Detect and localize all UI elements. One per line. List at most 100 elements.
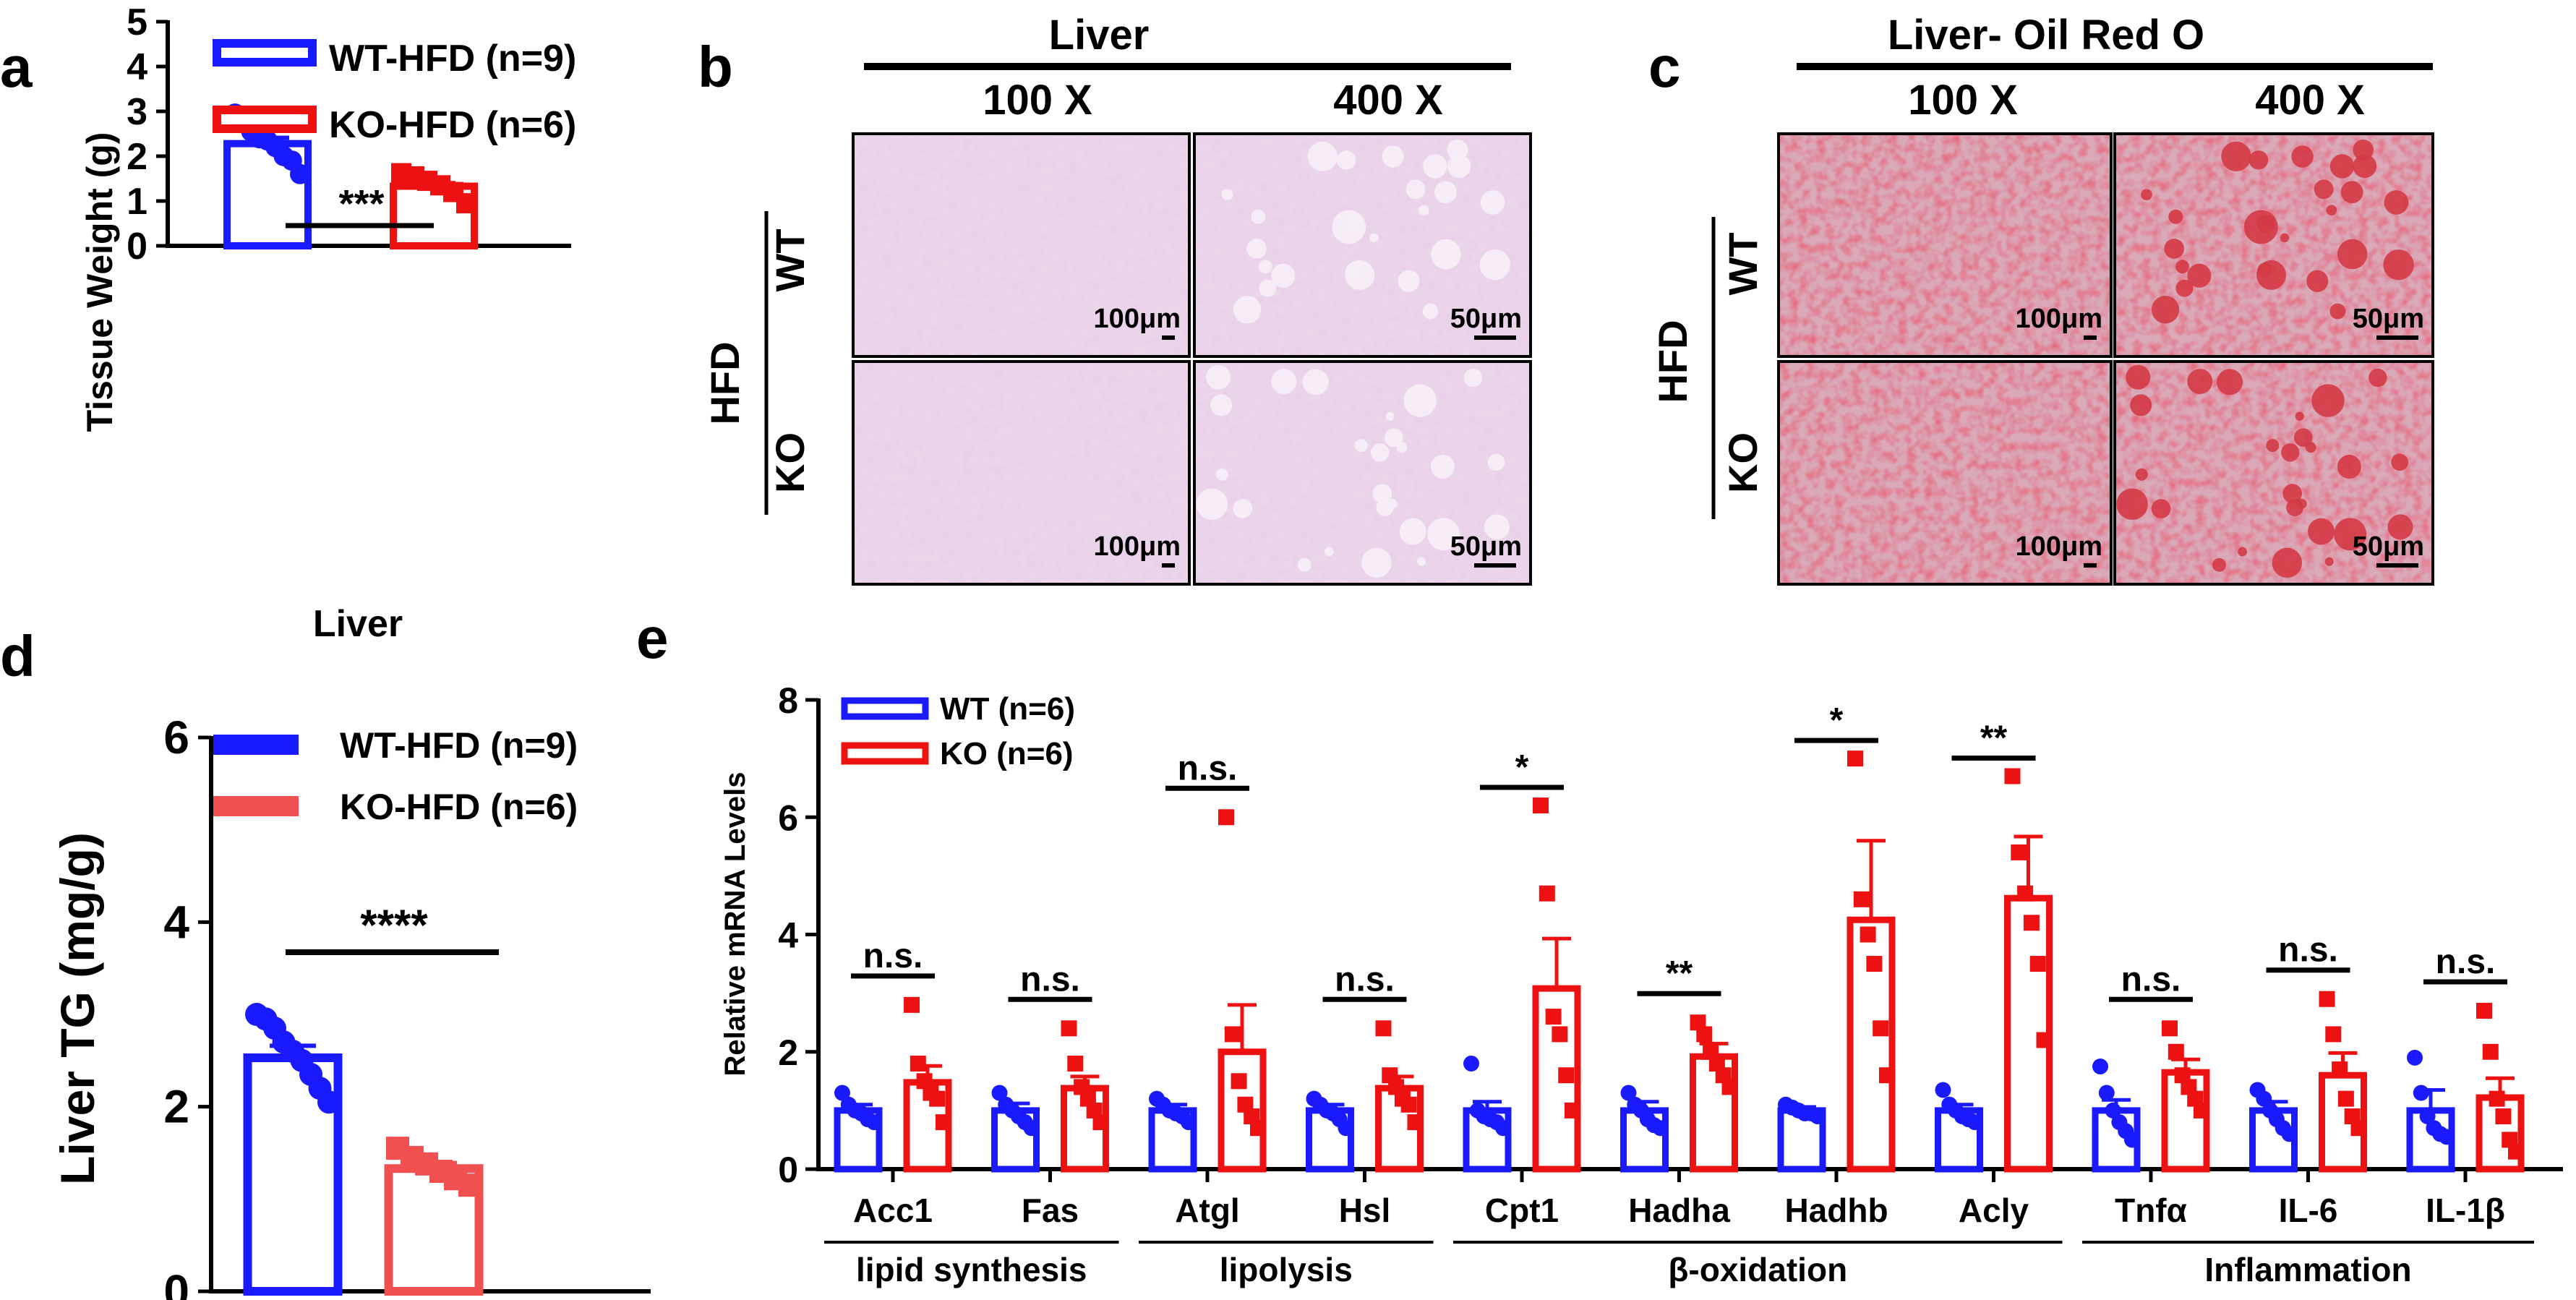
panel-b-micrograph-droplet: [1417, 557, 1426, 566]
panel-c-micrograph-frame: [1777, 132, 2113, 358]
panel-e-significance-label: n.s.: [1020, 960, 1080, 998]
panel-b-micrograph-droplet: [1399, 518, 1426, 545]
panel-b-histology: Liver 100 X 400 X HFD WT KO 100μm 50μm 100…: [702, 12, 1532, 586]
panel-b-micrograph-texture: [853, 134, 1189, 356]
panel-a-y-tick-label: 1: [127, 181, 147, 223]
panel-c-micrograph-droplet: [2369, 368, 2387, 388]
panel-c-micrograph-droplet: [2256, 215, 2275, 233]
panel-e-data-point: [2419, 1108, 2436, 1124]
panel-b-micrograph-droplet: [1447, 154, 1471, 179]
panel-b-micrograph-droplet: [1233, 499, 1253, 518]
panel-a-legend-swatch: [213, 106, 317, 133]
panel-c-scale-bar-label: 50μm: [2353, 531, 2424, 562]
panel-e-data-point: [1652, 1120, 1669, 1137]
panel-e-data-point: [2350, 1120, 2367, 1137]
panel-b-micrograph-droplet: [1345, 262, 1361, 278]
panel-b-micrograph-droplet: [1369, 233, 1379, 243]
panel-c-micrograph-droplet: [2116, 488, 2148, 521]
panel-e-data-point: [2168, 1043, 2184, 1060]
panel-e-ylabel: Relative mRNA Levels: [719, 772, 751, 1077]
panel-c-micrograph-droplet: [2324, 557, 2334, 566]
panel-e-x-tick-label: Hsl: [1339, 1192, 1391, 1229]
panel-b-scale-bar-label: 100μm: [1094, 304, 1181, 334]
panel-d-data-point: [458, 1173, 482, 1197]
panel-e-significance-label: n.s.: [1335, 960, 1395, 998]
panel-b-micrograph-droplet: [1385, 411, 1395, 421]
panel-b-micrograph-droplet: [1354, 439, 1368, 453]
panel-c-micrograph-frame: [2113, 132, 2434, 358]
panel-e-data-point: [904, 996, 920, 1013]
panel-e-data-point: [2337, 1090, 2354, 1107]
panel-e-x-tick-label: IL-1β: [2426, 1192, 2505, 1229]
panel-a-y-tick-label: 4: [127, 46, 147, 88]
panel-c-micrograph-droplet: [2353, 154, 2377, 179]
panel-c-micrograph-droplet: [2337, 455, 2361, 479]
panel-b-micrograph-droplet: [1427, 518, 1460, 551]
panel-e-data-point: [2413, 1085, 2429, 1101]
panel-b-micrograph-droplet: [1233, 296, 1262, 324]
panel-d-y-tick-label: 2: [163, 1081, 189, 1133]
panel-b-micrograph-frame: [852, 360, 1191, 586]
panel-e-significance-label: *: [1515, 748, 1529, 787]
panel-c-histology: Liver- Oil Red O 100 X 400 X HFD WT KO 1…: [1650, 12, 2434, 586]
panel-b-micrograph-droplet: [1302, 369, 1329, 395]
panel-c-micrograph-droplet: [2311, 384, 2345, 417]
panel-b-micrograph-frame: [1193, 132, 1532, 358]
panel-c-micrograph-droplet: [2391, 453, 2408, 471]
panel-e-data-point: [1847, 751, 1863, 767]
panel-b-micrograph-droplet: [1487, 453, 1505, 471]
panel-c-micrograph-frame: [1777, 360, 2113, 586]
panel-e-significance-label: *: [1830, 701, 1844, 740]
panel-c-micrograph-droplet: [2280, 233, 2290, 243]
panel-a-data-point: [456, 193, 476, 214]
panel-e-x-tick-label: IL-6: [2279, 1192, 2338, 1229]
panel-e-significance-label: **: [1666, 954, 1693, 993]
panel-e-data-point: [1860, 926, 1876, 943]
panel-c-micrograph-texture: [1779, 134, 2111, 356]
panel-b-micrograph-droplet: [1246, 239, 1267, 259]
panel-e-data-point: [1866, 956, 1883, 972]
panel-e-data-point: [910, 1055, 926, 1072]
panel-b-micrograph-droplet: [1418, 205, 1429, 216]
panel-e-x-tick-label: Acly: [1959, 1192, 2029, 1229]
panel-b-micrograph-droplet: [1434, 181, 1457, 204]
panel-d-significance-label: ****: [360, 901, 428, 949]
panel-e-data-point: [2325, 1026, 2342, 1043]
panel-e-data-point: [929, 1090, 946, 1107]
panel-e-data-point: [2495, 1108, 2512, 1124]
panel-c-micrograph-droplet: [2282, 484, 2303, 503]
panel-c-scale-bar-label: 100μm: [2016, 304, 2102, 334]
panel-d-y-tick-label: 0: [163, 1265, 189, 1300]
panel-b-row-wt: WT: [767, 228, 813, 291]
panel-e-data-point: [1061, 1020, 1077, 1037]
panel-label-b: b: [698, 35, 733, 99]
panel-c-micrograph-droplet: [2187, 263, 2212, 288]
panel-e-chart: Relative mRNA Levels 0 2 4 6 8 Acc1 Fas Atgl Hsl…: [719, 680, 2563, 1288]
panel-c-micrograph-droplet: [2272, 547, 2303, 578]
panel-b-micrograph-droplet: [1382, 145, 1404, 168]
panel-e-data-point: [1224, 1026, 1241, 1043]
panel-d-legend-label: WT-HFD (n=9): [340, 725, 578, 766]
panel-c-micrograph-droplet: [2248, 150, 2269, 170]
panel-e-data-point: [2162, 1020, 2178, 1037]
panel-e-data-point: [2098, 1085, 2115, 1101]
panel-label-a: a: [0, 35, 33, 99]
panel-a-y-tick-label: 5: [127, 1, 147, 43]
panel-e-data-point: [1407, 1114, 1424, 1131]
panel-label-c: c: [1648, 35, 1681, 99]
panel-b-group: HFD: [702, 341, 748, 424]
panel-e-legend-swatch: [841, 697, 929, 720]
panel-a-ylabel: Tissue Weight (g): [80, 132, 120, 432]
panel-d-chart: Liver TG (mg/g) 0 2 4 6 **** WT-HFD (n=9) KO-H…: [51, 711, 651, 1300]
panel-a-xlabel: Liver: [313, 603, 403, 645]
panel-e-data-point: [1533, 797, 1549, 814]
panel-e-data-point: [1400, 1096, 1417, 1113]
panel-c-micrograph-droplet: [2326, 205, 2337, 216]
panel-e-y-tick-label: 4: [778, 915, 798, 956]
panel-d-y-tick-label: 6: [163, 711, 189, 764]
panel-b-scale-bar-label: 100μm: [1094, 531, 1181, 562]
panel-e-data-point: [1879, 1067, 1895, 1084]
panel-e-data-point: [834, 1085, 850, 1101]
panel-b-micrograph-droplet: [1307, 141, 1338, 171]
